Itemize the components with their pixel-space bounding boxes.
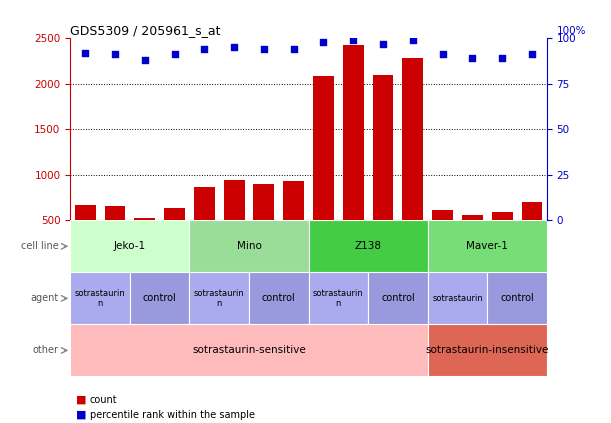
Bar [522, 202, 543, 220]
Bar [284, 181, 304, 220]
Point [110, 51, 120, 58]
Point [378, 40, 388, 47]
Point [259, 46, 269, 52]
Point [527, 51, 537, 58]
Bar [249, 272, 309, 324]
Text: sotrastaurin: sotrastaurin [432, 294, 483, 303]
Text: control: control [381, 294, 415, 303]
Text: sotrastaurin-sensitive: sotrastaurin-sensitive [192, 346, 306, 355]
Bar [492, 212, 513, 220]
Text: control: control [500, 294, 534, 303]
Text: cell line: cell line [21, 241, 59, 251]
Bar [75, 205, 95, 220]
Text: sotrastaurin
n: sotrastaurin n [75, 288, 125, 308]
Text: other: other [32, 346, 59, 355]
Point [437, 51, 447, 58]
Bar [189, 220, 309, 272]
Bar [403, 58, 423, 220]
Text: agent: agent [30, 294, 59, 303]
Bar [104, 206, 125, 220]
Point [467, 55, 477, 61]
Bar [488, 272, 547, 324]
Bar [164, 209, 185, 220]
Bar [309, 220, 428, 272]
Text: sotrastaurin
n: sotrastaurin n [313, 288, 364, 308]
Bar [428, 220, 547, 272]
Text: count: count [90, 395, 117, 405]
Bar [428, 324, 547, 376]
Text: sotrastaurin-insensitive: sotrastaurin-insensitive [426, 346, 549, 355]
Point [497, 55, 507, 61]
Bar [368, 272, 428, 324]
Bar [428, 272, 488, 324]
Bar [254, 184, 274, 220]
Bar [309, 272, 368, 324]
Text: ■: ■ [76, 409, 87, 420]
Text: control: control [143, 294, 177, 303]
Bar [462, 215, 483, 220]
Point [229, 44, 239, 51]
Bar [130, 272, 189, 324]
Text: Mino: Mino [236, 241, 262, 251]
Text: Maver-1: Maver-1 [466, 241, 508, 251]
Text: GDS5309 / 205961_s_at: GDS5309 / 205961_s_at [70, 24, 221, 37]
Bar [70, 220, 189, 272]
Point [408, 36, 418, 43]
Point [80, 49, 90, 56]
Point [318, 38, 328, 45]
Text: Z138: Z138 [354, 241, 382, 251]
Text: Jeko-1: Jeko-1 [114, 241, 146, 251]
Bar [343, 45, 364, 220]
Text: ■: ■ [76, 395, 87, 405]
Bar [313, 76, 334, 220]
Bar [194, 187, 214, 220]
Bar [70, 324, 428, 376]
Y-axis label: 100%: 100% [557, 26, 586, 36]
Bar [134, 218, 155, 220]
Bar [70, 272, 130, 324]
Point [289, 46, 299, 52]
Bar [189, 272, 249, 324]
Point [170, 51, 180, 58]
Bar [432, 210, 453, 220]
Point [348, 36, 358, 43]
Text: percentile rank within the sample: percentile rank within the sample [90, 409, 255, 420]
Point [140, 57, 150, 63]
Point [199, 46, 209, 52]
Bar [373, 74, 393, 220]
Text: control: control [262, 294, 296, 303]
Bar [224, 180, 244, 220]
Text: sotrastaurin
n: sotrastaurin n [194, 288, 244, 308]
